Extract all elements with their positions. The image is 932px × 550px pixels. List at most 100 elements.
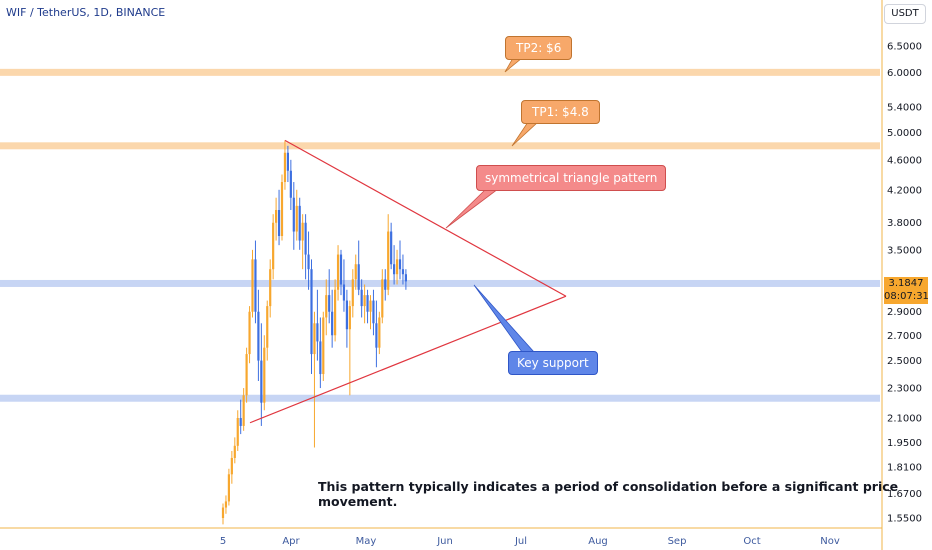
candle-body bbox=[310, 269, 313, 355]
candle-body bbox=[230, 457, 233, 475]
x-tick-label-8: Nov bbox=[820, 536, 840, 547]
candle-body bbox=[369, 300, 372, 312]
y-tick-label-15: 1.6700 bbox=[887, 489, 922, 500]
candle-body bbox=[339, 254, 343, 285]
y-tick-label-8: 2.9000 bbox=[887, 307, 922, 318]
candle-body bbox=[404, 274, 407, 282]
triangle-upper-line bbox=[284, 139, 567, 297]
candle-body bbox=[401, 269, 405, 275]
candle-body bbox=[248, 311, 251, 355]
candle-body bbox=[387, 231, 390, 290]
candle-body bbox=[292, 197, 295, 232]
chart-note: This pattern typically indicates a perio… bbox=[318, 479, 899, 509]
candle-body bbox=[227, 474, 230, 502]
candle-body bbox=[257, 311, 260, 361]
candle-body bbox=[336, 254, 340, 290]
candle-body bbox=[366, 295, 369, 312]
candle-body bbox=[275, 209, 278, 223]
candle-body bbox=[280, 182, 284, 237]
candle-body bbox=[304, 222, 307, 255]
candle-body bbox=[269, 269, 272, 307]
candle-body bbox=[260, 360, 263, 403]
candle-body bbox=[283, 152, 287, 183]
candle-body bbox=[289, 170, 292, 198]
candle-body bbox=[313, 323, 316, 355]
candle-body bbox=[221, 507, 225, 518]
y-tick-label-11: 2.3000 bbox=[887, 384, 922, 395]
candle-body bbox=[242, 395, 245, 426]
candle-body bbox=[322, 317, 325, 375]
candle-body bbox=[390, 231, 393, 265]
x-tick-label-3: Jun bbox=[436, 536, 453, 547]
y-tick-label-2: 5.4000 bbox=[887, 103, 922, 114]
candle-body bbox=[263, 347, 266, 403]
y-tick-label-10: 2.5000 bbox=[887, 356, 922, 367]
y-tick-label-6: 3.8000 bbox=[887, 218, 922, 229]
x-tick-label-5: Aug bbox=[588, 536, 608, 547]
candle-body bbox=[372, 300, 375, 324]
level-band-3 bbox=[0, 394, 880, 402]
candle-body bbox=[354, 264, 357, 280]
candle-body bbox=[325, 295, 328, 318]
y-tick-label-7: 3.5000 bbox=[887, 245, 922, 256]
callout-pattern: symmetrical triangle pattern bbox=[476, 165, 667, 191]
candle-body bbox=[319, 341, 322, 375]
y-tick-label-9: 2.7000 bbox=[887, 331, 922, 342]
countdown-label: 08:07:31 bbox=[884, 290, 929, 304]
candle-body bbox=[363, 295, 366, 307]
candle-body bbox=[298, 205, 301, 241]
candle-body bbox=[395, 259, 399, 275]
candles-group bbox=[221, 140, 407, 525]
triangle-lower-line bbox=[249, 295, 567, 424]
callout-pattern-pointer bbox=[445, 188, 500, 229]
candle-body bbox=[348, 306, 351, 330]
candle-body bbox=[381, 279, 384, 318]
y-tick-label-0: 6.5000 bbox=[887, 42, 922, 53]
callout-support-pointer bbox=[473, 284, 535, 353]
candle-body bbox=[384, 279, 387, 290]
candle-body bbox=[378, 317, 381, 348]
candle-body bbox=[328, 295, 331, 312]
level-band-1 bbox=[0, 142, 880, 150]
x-tick-label-2: May bbox=[356, 536, 377, 547]
candle-body bbox=[254, 259, 257, 312]
y-tick-label-16: 1.5500 bbox=[887, 514, 922, 525]
candle-body bbox=[272, 222, 275, 270]
candle-body bbox=[357, 264, 360, 290]
x-tick-label-1: Apr bbox=[282, 536, 300, 547]
candle-body bbox=[345, 300, 348, 330]
candle-body bbox=[295, 205, 298, 232]
y-tick-label-13: 1.9500 bbox=[887, 438, 922, 449]
x-tick-label-0: 5 bbox=[220, 536, 226, 547]
candle-body bbox=[316, 323, 319, 342]
currency-button[interactable]: USDT bbox=[884, 4, 926, 24]
candle-body bbox=[251, 259, 254, 312]
callout-tp1: TP1: $4.8 bbox=[521, 100, 600, 124]
candle-body bbox=[277, 209, 281, 237]
callout-key-support: Key support bbox=[508, 351, 598, 375]
y-tick-label-12: 2.1000 bbox=[887, 414, 922, 425]
y-tick-label-5: 4.2000 bbox=[887, 185, 922, 196]
candle-body bbox=[351, 279, 354, 307]
candle-body bbox=[266, 306, 269, 348]
candle-body bbox=[245, 354, 248, 396]
candle-body bbox=[224, 501, 228, 508]
candle-body bbox=[342, 284, 346, 301]
last-price-label: 3.1847 bbox=[884, 277, 928, 291]
candle-body bbox=[307, 254, 310, 270]
candle-body bbox=[286, 152, 289, 171]
candle-body bbox=[334, 289, 337, 336]
y-tick-label-3: 5.0000 bbox=[887, 128, 922, 139]
x-tick-label-4: Jul bbox=[514, 536, 527, 547]
chart-title: WIF / TetherUS, 1D, BINANCE bbox=[6, 6, 166, 19]
callout-tp2: TP2: $6 bbox=[505, 36, 573, 60]
candle-body bbox=[360, 289, 363, 307]
x-tick-label-7: Oct bbox=[743, 536, 760, 547]
y-tick-label-14: 1.8100 bbox=[887, 462, 922, 473]
candle-body bbox=[233, 445, 236, 458]
level-band-0 bbox=[0, 68, 880, 76]
x-tick-label-6: Sep bbox=[668, 536, 687, 547]
candle-body bbox=[239, 418, 242, 426]
y-tick-label-1: 6.0000 bbox=[887, 68, 922, 79]
